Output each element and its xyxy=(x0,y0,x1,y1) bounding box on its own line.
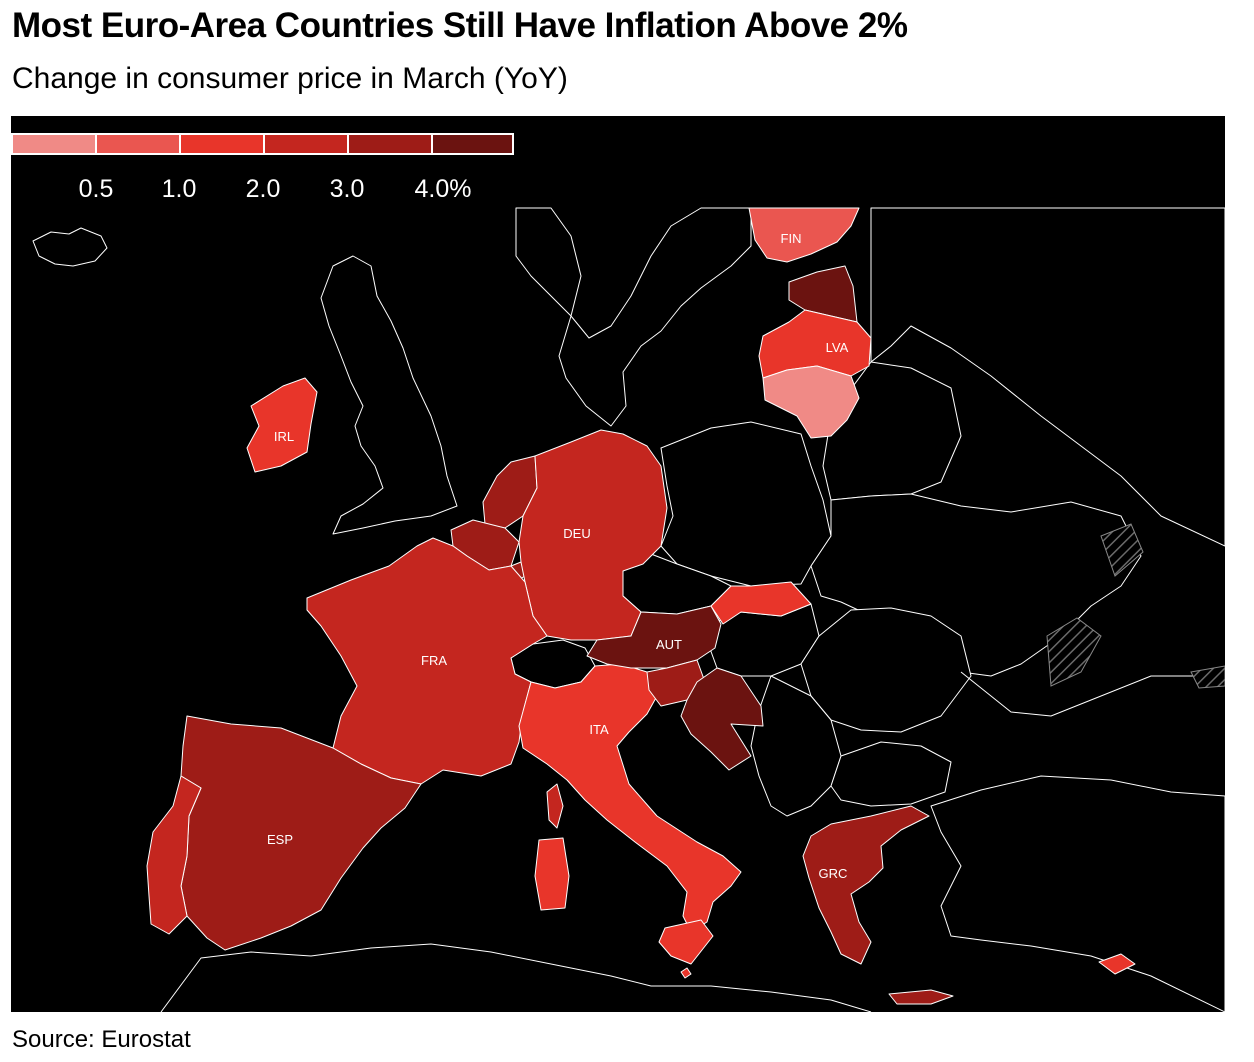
label-fra: FRA xyxy=(421,653,447,668)
euro-area-countries xyxy=(146,207,1136,1005)
legend-tick: 1.0 xyxy=(161,175,197,203)
country-aut xyxy=(586,605,722,669)
poland-outline xyxy=(660,421,832,587)
europe-map: FIN LVA IRL DEU FRA ESP ITA AUT GRC xyxy=(32,207,1225,1012)
romania-outline xyxy=(800,607,972,733)
contested-areas xyxy=(1046,523,1225,689)
chart-subtitle: Change in consumer price in March (YoY) xyxy=(12,62,568,95)
legend-swatch xyxy=(349,135,433,153)
country-hrv xyxy=(680,667,764,771)
legend-swatch xyxy=(97,135,181,153)
chart-title: Most Euro-Area Countries Still Have Infl… xyxy=(12,6,908,45)
iceland-outline xyxy=(32,227,108,267)
legend-swatch xyxy=(181,135,265,153)
country-ltu xyxy=(762,365,860,439)
country-ita xyxy=(518,663,742,933)
legend-tick: 2.0 xyxy=(245,175,281,203)
source-note: Source: Eurostat xyxy=(12,1026,191,1053)
hatched-region-crimea xyxy=(1046,617,1102,687)
country-irl xyxy=(246,377,318,473)
label-lva: LVA xyxy=(826,340,849,355)
legend-tick: 4.0% xyxy=(414,175,472,203)
legend-tick: 0.5 xyxy=(78,175,114,203)
label-grc: GRC xyxy=(819,866,848,881)
map-panel: FIN LVA IRL DEU FRA ESP ITA AUT GRC 0.5 … xyxy=(11,116,1225,1012)
legend-bar xyxy=(11,133,514,155)
north-africa-coast xyxy=(160,943,872,1012)
russia-outline xyxy=(870,207,1225,547)
label-deu: DEU xyxy=(563,526,590,541)
label-ita: ITA xyxy=(589,722,609,737)
sardinia-outline xyxy=(534,837,570,911)
label-esp: ESP xyxy=(267,832,293,847)
country-ita-sicily xyxy=(658,919,714,965)
country-labels: FIN LVA IRL DEU FRA ESP ITA AUT GRC xyxy=(267,231,849,881)
hatched-region-east xyxy=(1100,523,1144,577)
scandinavia-outline xyxy=(515,207,752,427)
color-legend: 0.5 1.0 2.0 3.0 4.0% xyxy=(11,133,516,203)
legend-swatch xyxy=(13,135,97,153)
country-grc-crete xyxy=(888,989,954,1005)
country-prt xyxy=(146,775,202,935)
hatched-region-right xyxy=(1190,665,1225,689)
country-est xyxy=(788,265,858,323)
country-grc xyxy=(802,805,930,965)
great-britain-outline xyxy=(320,255,458,535)
country-fin xyxy=(748,207,860,263)
corsica-outline xyxy=(546,783,564,829)
bulgaria-outline xyxy=(830,741,952,807)
legend-swatch xyxy=(433,135,512,153)
label-aut: AUT xyxy=(656,637,682,652)
turkey-outline xyxy=(930,775,1225,1012)
label-fin: FIN xyxy=(781,231,802,246)
country-svk xyxy=(710,581,812,625)
black-sea-coast xyxy=(960,671,1225,717)
country-cyp xyxy=(1098,953,1136,975)
legend-swatch xyxy=(265,135,349,153)
label-irl: IRL xyxy=(274,429,294,444)
legend-tick: 3.0 xyxy=(329,175,365,203)
balkans-outline xyxy=(750,675,842,817)
country-mlt xyxy=(680,967,692,979)
